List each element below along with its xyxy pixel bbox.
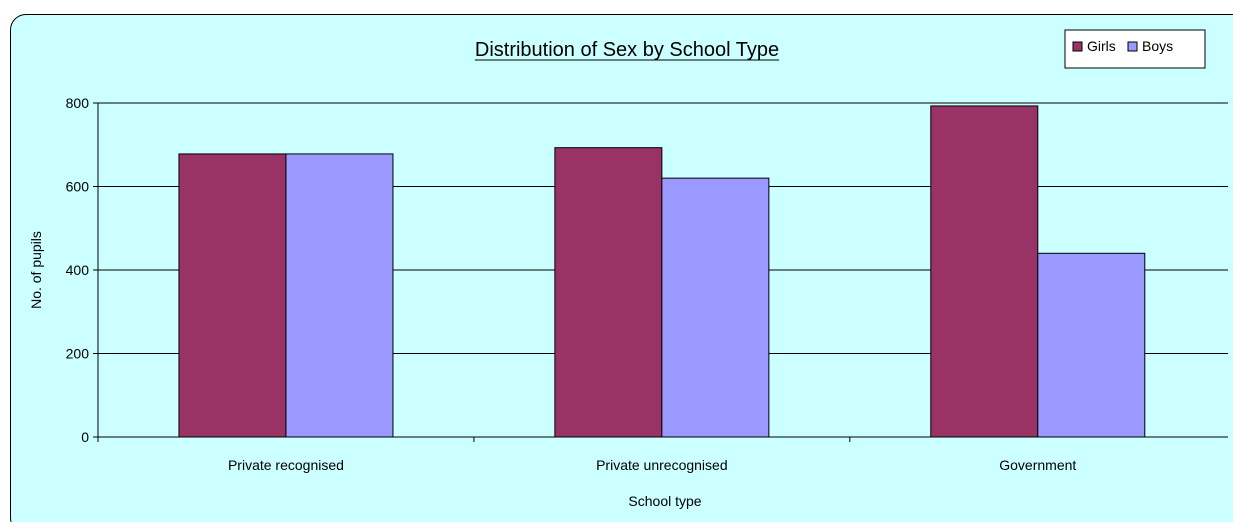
- bar-boys: [661, 177, 770, 438]
- bar-boys: [285, 153, 394, 438]
- y-tick-label: 400: [66, 262, 90, 278]
- bars: [178, 105, 1146, 438]
- y-tick-label: 600: [66, 179, 90, 195]
- legend-label-girls: Girls: [1087, 38, 1116, 54]
- legend: Girls Boys: [1064, 29, 1206, 69]
- x-category-label: Private recognised: [228, 457, 344, 473]
- legend-swatch-girls: [1072, 41, 1083, 52]
- legend-swatch-boys: [1127, 41, 1138, 52]
- bar-girls: [554, 147, 663, 438]
- legend-label-boys: Boys: [1142, 38, 1173, 54]
- y-tick-label: 0: [81, 429, 89, 445]
- x-category-label: Private unrecognised: [596, 457, 728, 473]
- y-tick-label: 200: [66, 346, 90, 362]
- x-axis-title: School type: [628, 493, 701, 509]
- bar-girls: [178, 153, 287, 438]
- x-category-label: Government: [999, 457, 1076, 473]
- y-tick-labels: 0 200 400 600 800: [66, 95, 98, 445]
- bar-boys: [1037, 252, 1146, 438]
- y-axis-title: No. of pupils: [28, 231, 44, 309]
- chart-title: Distribution of Sex by School Type: [475, 39, 779, 61]
- bar-girls: [930, 105, 1039, 438]
- y-tick-label: 800: [66, 95, 90, 111]
- x-category-labels: Private recognised Private unrecognised Go…: [97, 437, 1076, 473]
